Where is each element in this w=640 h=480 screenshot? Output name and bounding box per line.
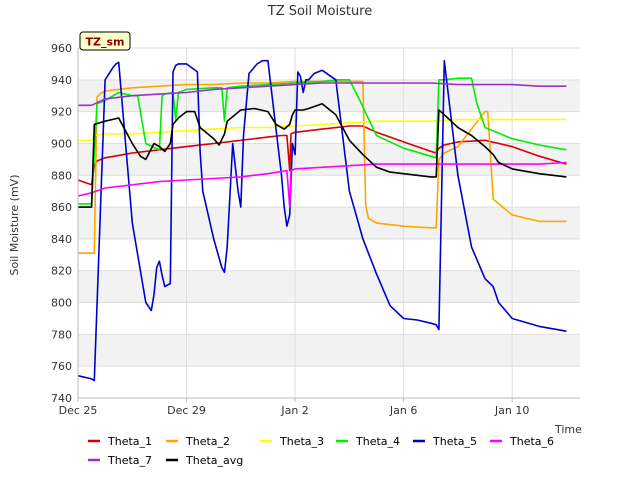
y-tick-label: 800 <box>51 297 72 310</box>
x-tick-label: Jan 10 <box>494 404 529 417</box>
series-line-theta-1 <box>77 125 567 186</box>
series-line-theta-4 <box>78 77 567 205</box>
x-tick-label: Jan 6 <box>389 404 417 417</box>
legend-label: Theta_avg <box>185 454 243 467</box>
chart-badge: TZ_sm <box>79 31 131 51</box>
legend-item-theta-5: Theta_5 <box>413 435 477 448</box>
legend-label: Theta_3 <box>279 435 324 448</box>
series-line-theta-3 <box>78 118 567 142</box>
series-line-theta-6 <box>77 161 567 208</box>
y-tick-label: 920 <box>51 106 72 119</box>
plot-band <box>78 334 580 367</box>
y-tick-label: 740 <box>51 392 72 405</box>
series-lines <box>77 59 567 382</box>
y-tick-label: 760 <box>51 360 72 373</box>
legend-label: Theta_4 <box>355 435 400 448</box>
y-tick-label: 820 <box>51 265 72 278</box>
legend-item-theta-avg: Theta_avg <box>166 454 243 467</box>
series-line-theta-avg <box>78 102 567 208</box>
legend-item-theta-2: Theta_2 <box>166 435 230 448</box>
series-line-theta-5 <box>77 59 567 382</box>
y-tick-label: 860 <box>51 201 72 214</box>
chart-title: TZ Soil Moisture <box>267 4 373 19</box>
y-tick-label: 840 <box>51 233 72 246</box>
y-tick-label: 900 <box>51 137 72 150</box>
axes: 740 760 780 800 820 840 860 880 900 920 940 960 Dec … <box>51 42 580 417</box>
plot-background <box>78 48 580 398</box>
legend-item-theta-4: Theta_4 <box>336 435 400 448</box>
y-axis-title: Soil Moisture (mV) <box>8 175 21 276</box>
legend-label: Theta_6 <box>509 435 554 448</box>
legend-label: Theta_2 <box>185 435 230 448</box>
badge-label: TZ_sm <box>86 36 125 49</box>
y-tick-label: 880 <box>51 169 72 182</box>
legend-label: Theta_7 <box>107 454 152 467</box>
legend-item-theta-3: Theta_3 <box>260 435 324 448</box>
x-tick-label: Jan 2 <box>280 404 308 417</box>
legend-item-theta-6: Theta_6 <box>490 435 554 448</box>
x-tick-label: Dec 25 <box>59 404 98 417</box>
y-tick-label: 940 <box>51 74 72 87</box>
legend-label: Theta_5 <box>432 435 477 448</box>
x-tick-label: Dec 29 <box>167 404 206 417</box>
series-line-theta-2 <box>78 80 567 254</box>
y-tick-label: 960 <box>51 42 72 55</box>
y-tick-label: 780 <box>51 328 72 341</box>
plot-band <box>78 143 580 176</box>
legend-label: Theta_1 <box>107 435 152 448</box>
plot-band <box>78 207 580 239</box>
legend-item-theta-7: Theta_7 <box>88 454 152 467</box>
series-line-theta-7 <box>78 82 567 107</box>
badge-box <box>79 31 131 51</box>
x-axis-title: Time <box>554 423 582 436</box>
legend-item-theta-1: Theta_1 <box>88 435 152 448</box>
legend: Theta_1 Theta_2 Theta_3 Theta_4 Theta_5 Theta… <box>88 435 554 467</box>
